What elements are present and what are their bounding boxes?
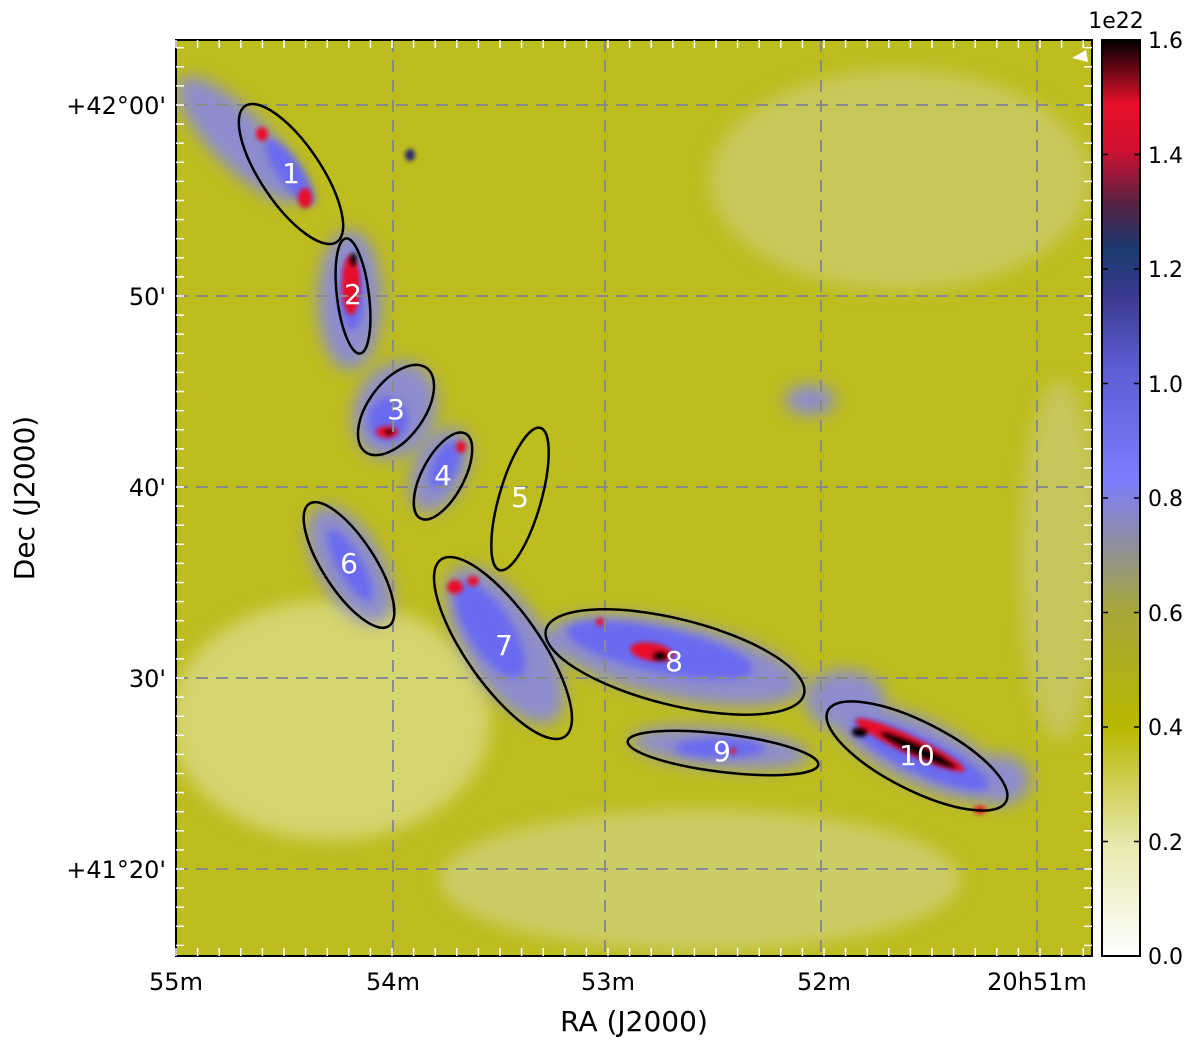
y-tick-label: 40' [129, 474, 166, 502]
region-ellipses [237, 102, 1009, 812]
x-tick-labels: 55m 54m 53m 52m 20h51m [149, 968, 1087, 996]
colorbar-multiplier: 1e22 [1088, 9, 1144, 34]
colorbar-tick-label: 0.8 [1148, 487, 1183, 512]
x-tick-label: 20h51m [987, 968, 1087, 996]
y-axis-label: Dec (J2000) [8, 416, 41, 580]
colorbar: 0.0 0.2 0.4 0.6 0.8 1.0 1.2 1.4 1.6 1e22 [1088, 9, 1183, 970]
y-tick-label: 30' [129, 665, 166, 693]
region-label: 4 [434, 459, 452, 492]
colorbar-tick-label: 1.2 [1148, 258, 1183, 283]
region-label: 8 [665, 645, 683, 678]
map-image [176, 40, 1092, 956]
region-label: 9 [713, 735, 731, 768]
x-tick-label: 52m [797, 968, 851, 996]
region-6-ellipse [302, 500, 396, 630]
beam-marker-icon [1072, 50, 1088, 62]
y-tick-label: +41°20' [66, 856, 166, 884]
colorbar-tick-label: 0.4 [1148, 716, 1183, 741]
y-tick-label: +42°00' [66, 92, 166, 120]
region-10-ellipse [825, 700, 1009, 812]
region-label: 2 [344, 278, 362, 311]
region-4-ellipse [412, 431, 474, 521]
region-label: 10 [899, 739, 935, 772]
region-label: 5 [511, 481, 529, 514]
region-9-ellipse [626, 729, 820, 777]
region-label: 6 [340, 547, 358, 580]
colorbar-tick-label: 0.2 [1148, 831, 1183, 856]
y-tick-label: 50' [129, 283, 166, 311]
axis-ticks [175, 40, 1092, 956]
region-label: 1 [282, 157, 300, 190]
colorbar-tick-label: 0.6 [1148, 602, 1183, 627]
colorbar-tick-label: 1.0 [1148, 373, 1183, 398]
region-5-ellipse [490, 426, 550, 572]
x-tick-label: 53m [581, 968, 635, 996]
colorbar-tick-label: 1.6 [1148, 29, 1183, 54]
colorbar-tick-label: 1.4 [1148, 144, 1183, 169]
region-label: 7 [495, 629, 513, 662]
region-7-ellipse [432, 555, 574, 741]
x-tick-label: 54m [366, 968, 420, 996]
region-8-ellipse [544, 608, 806, 716]
colorbar-tick-label: 0.0 [1148, 945, 1183, 970]
region-label: 3 [387, 393, 405, 426]
y-tick-labels: +42°00' 50' 40' 30' +41°20' [66, 92, 166, 884]
region-3-ellipse [356, 363, 436, 457]
grid-lines [176, 40, 1092, 956]
region-1-ellipse [237, 102, 345, 246]
x-tick-label: 55m [149, 968, 203, 996]
region-2-ellipse [334, 237, 372, 355]
x-axis-label: RA (J2000) [560, 1005, 708, 1038]
colorbar-tick-labels: 0.0 0.2 0.4 0.6 0.8 1.0 1.2 1.4 1.6 [1148, 29, 1183, 970]
plot-frame [175, 39, 1093, 957]
region-labels: 1 2 3 4 5 6 7 8 9 10 [282, 157, 935, 772]
